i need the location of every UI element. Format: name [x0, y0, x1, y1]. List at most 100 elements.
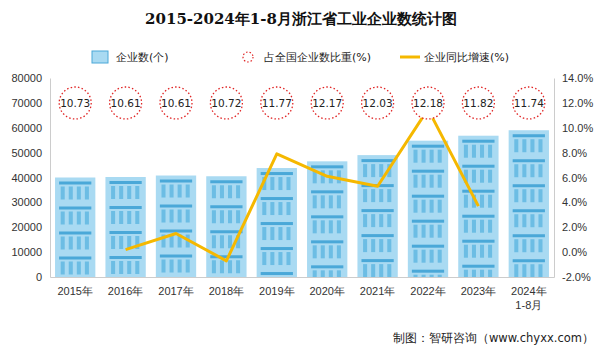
share-label: 11.74 — [514, 97, 544, 109]
y2-tick: 14.0% — [554, 72, 593, 84]
bar-pattern — [462, 140, 494, 277]
x-tick: 2024年1-8月 — [511, 277, 546, 311]
bar — [509, 130, 549, 277]
x-tick: 2018年 — [209, 277, 244, 297]
y-tick: 40000 — [11, 172, 50, 184]
x-tick-label: 2022年 — [410, 285, 445, 297]
y2-tick: 4.0% — [554, 196, 587, 208]
chart-container: 2015-2024年1-8月浙江省工业企业数统计图企业数(个) 占全国企业数比重(… — [0, 0, 602, 356]
share-label: 12.03 — [363, 97, 393, 109]
x-tick-label: 2024年1-8月 — [511, 285, 546, 311]
y2-tick-label: 6.0% — [562, 172, 587, 184]
y2-tick-label: 4.0% — [562, 196, 587, 208]
x-tick: 2017年 — [158, 277, 193, 297]
legend-swatch — [400, 56, 420, 59]
x-tick: 2022年 — [410, 277, 445, 297]
x-tick: 2016年 — [108, 277, 143, 297]
bar-pattern — [261, 172, 293, 277]
share-marker — [513, 87, 545, 119]
bar-pattern — [59, 182, 91, 275]
x-axis-line — [51, 277, 555, 278]
y-tick: 50000 — [11, 147, 50, 159]
x-tick-label: 2023年 — [461, 285, 496, 297]
y-axis: 0 10000 20000 30000 40000 50000 60000 70000 8000… — [11, 72, 50, 283]
y-tick: 0 — [36, 271, 50, 283]
share-marker — [462, 87, 494, 119]
bar — [105, 177, 145, 277]
bar — [357, 155, 397, 277]
y2-tick-label: 8.0% — [562, 147, 587, 159]
y-tick: 70000 — [11, 97, 50, 109]
title: 2015-2024年1-8月浙江省工业企业数统计图 — [145, 10, 457, 28]
share-label: 10.72 — [211, 97, 241, 109]
share-label: 10.61 — [111, 97, 141, 109]
legend-item: 企业数(个) — [92, 51, 169, 64]
share-marker — [311, 87, 343, 119]
y2-tick-label: 12.0% — [562, 97, 593, 109]
x-tick: 2023年 — [461, 277, 496, 297]
legend: 企业数(个) 占全国企业数比重(%) 企业同比增速(%) — [92, 51, 509, 64]
y-tick-label: 60000 — [11, 122, 42, 134]
share-label: 12.18 — [413, 97, 443, 109]
y2-tick: 6.0% — [554, 172, 587, 184]
x-tick-label: 2020年 — [309, 285, 344, 297]
share-labels: 10.7310.6110.6110.7211.7712.1712.0312.18… — [59, 87, 545, 119]
chart-svg: 2015-2024年1-8月浙江省工业企业数统计图企业数(个) 占全国企业数比重(… — [0, 0, 602, 356]
legend-label: 企业同比增速(%) — [424, 51, 509, 64]
share-label: 10.61 — [161, 97, 191, 109]
y2-tick: 2.0% — [554, 221, 587, 233]
y2-tick-label: 10.0% — [562, 122, 593, 134]
legend-swatch — [92, 51, 108, 63]
legend-item: 占全国企业数比重(%) — [243, 51, 371, 64]
x-tick: 2021年 — [360, 277, 395, 297]
annotation: 制图：智研咨询（www.chyxx.com） — [393, 331, 594, 345]
y-tick: 10000 — [11, 246, 50, 258]
share-label: 11.77 — [262, 97, 292, 109]
share-marker — [412, 87, 444, 119]
y2-tick: 8.0% — [554, 147, 587, 159]
share-marker — [261, 87, 293, 119]
x-tick: 2019年 — [259, 277, 294, 297]
y2-axis-line — [554, 79, 555, 278]
share-label: 10.73 — [60, 97, 90, 109]
y2-tick: -2.0% — [554, 271, 591, 283]
bar-pattern — [109, 181, 141, 274]
y-tick-label: 20000 — [11, 221, 42, 233]
share-marker — [110, 87, 142, 119]
y-tick-label: 70000 — [11, 97, 42, 109]
x-axis: 2015年 2016年 2017年 2018年 2019年 2020年 2021年 2022年… — [51, 277, 555, 311]
legend-label: 占全国企业数比重(%) — [264, 51, 371, 64]
bar-pattern — [311, 165, 343, 277]
legend-item: 企业同比增速(%) — [400, 51, 509, 64]
y2-tick: 12.0% — [554, 97, 593, 109]
line — [126, 109, 479, 261]
y2-tick: 10.0% — [554, 122, 593, 134]
y-tick-label: 40000 — [11, 172, 42, 184]
x-tick-label: 2016年 — [108, 285, 143, 297]
y-tick-label: 80000 — [11, 72, 42, 84]
bar — [408, 141, 448, 277]
y-tick-label: 30000 — [11, 196, 42, 208]
bar-pattern — [361, 159, 393, 277]
x-tick-label: 2018年 — [209, 285, 244, 297]
y-tick-label: 0 — [36, 271, 42, 283]
legend-label: 企业数(个) — [116, 51, 169, 64]
y2-tick-label: 2.0% — [562, 221, 587, 233]
bar-pattern — [160, 180, 192, 273]
y-tick: 20000 — [11, 221, 50, 233]
y2-axis: -2.0% 0.0% 2.0% 4.0% 6.0% 8.0% 10.0% 12.0% 14.0% — [554, 72, 593, 283]
y2-tick-label: 0.0% — [562, 246, 587, 258]
y2-tick-label: 14.0% — [562, 72, 593, 84]
share-marker — [362, 87, 394, 119]
y-tick: 60000 — [11, 122, 50, 134]
y-axis-line — [50, 79, 51, 278]
legend-swatch — [243, 52, 253, 62]
bar — [458, 136, 498, 277]
x-tick: 2020年 — [309, 277, 344, 297]
x-tick: 2015年 — [57, 277, 92, 297]
y-tick: 30000 — [11, 196, 50, 208]
y2-tick-label: -2.0% — [562, 271, 591, 283]
y-tick-label: 50000 — [11, 147, 42, 159]
share-marker — [160, 87, 192, 119]
y-tick: 80000 — [11, 72, 50, 84]
